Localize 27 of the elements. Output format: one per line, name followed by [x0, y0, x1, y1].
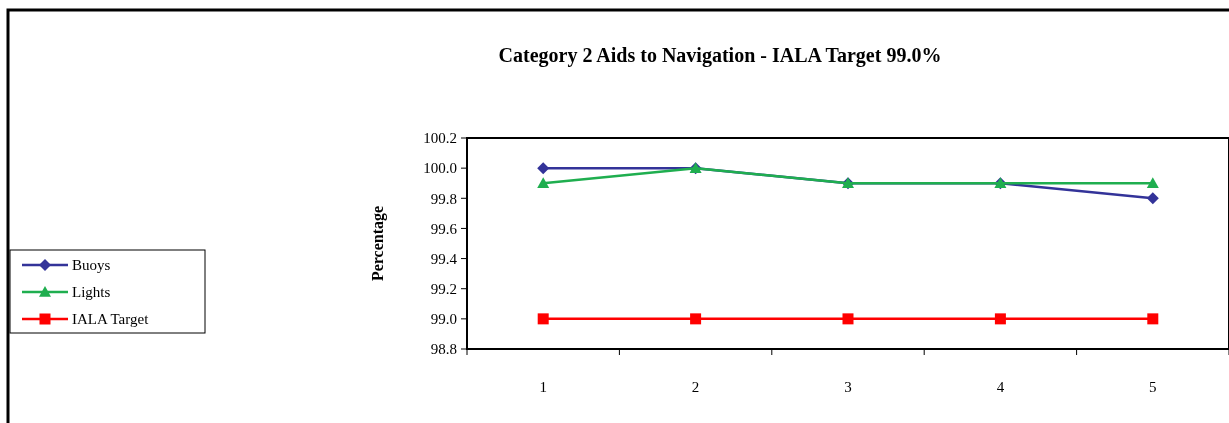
legend-label: Lights	[72, 284, 111, 301]
x-tick-label: 2	[691, 379, 700, 395]
point	[537, 177, 550, 189]
point	[1146, 192, 1159, 205]
y-tick-label: 99.6	[430, 220, 458, 237]
point	[537, 162, 550, 175]
point	[1146, 177, 1159, 189]
x-tick-label: 1	[539, 379, 547, 395]
legend-label: IALA Target	[72, 311, 150, 328]
point	[690, 313, 702, 325]
x-tick-label: 5	[1149, 379, 1157, 395]
y-tick-label: 98.8	[430, 341, 457, 358]
x-tick-label: 3	[844, 379, 852, 395]
y-tick-label: 99.8	[430, 190, 457, 207]
point	[1147, 313, 1159, 325]
legend-label: Buoys	[72, 257, 111, 274]
y-axis-title: Percentage	[369, 205, 387, 282]
point	[537, 313, 549, 325]
chart-title: Category 2 Aids to Navigation - IALA Target 99.0%	[498, 44, 942, 67]
x-tick-label: 4	[996, 379, 1005, 395]
y-tick-label: 100.2	[423, 130, 457, 147]
y-tick-label: 99.4	[430, 250, 458, 267]
y-tick-label: 99.0	[430, 311, 457, 328]
point	[994, 313, 1006, 325]
y-tick-label: 99.2	[430, 280, 457, 297]
y-tick-label: 100.0	[423, 160, 457, 177]
point	[842, 313, 854, 325]
